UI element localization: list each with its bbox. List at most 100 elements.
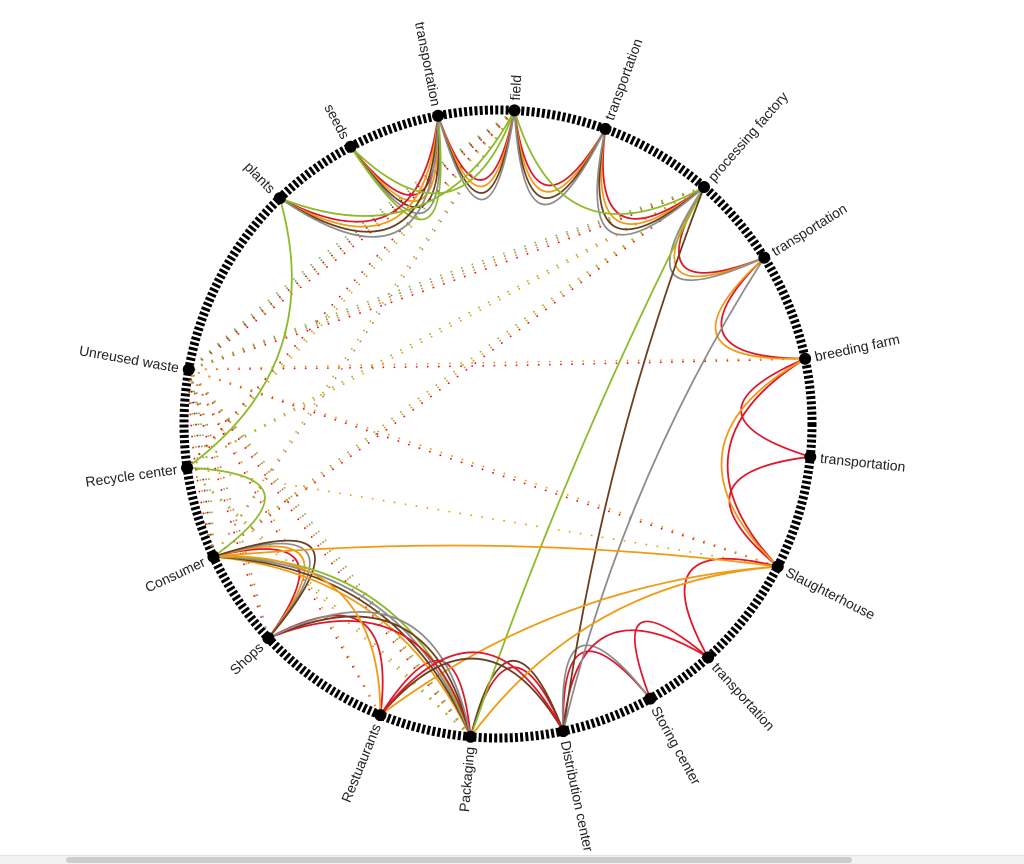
link-slaughterhouse-to-transportation-4-red — [683, 558, 778, 658]
waste-link-slaughterhouse-to-recycle-center-orange — [186, 466, 779, 568]
node-transportation-4[interactable] — [702, 651, 715, 664]
label-restaurants: Restuaurants — [338, 721, 384, 804]
waste-link-consumer-to-unreused-waste-green — [187, 368, 215, 558]
label-distribution-center: Distribution center — [558, 739, 597, 853]
link-slaughterhouse-to-packaging-orange — [469, 565, 778, 738]
link-packaging-to-shops-gray — [267, 611, 472, 737]
label-transportation-2: transportation — [768, 200, 849, 259]
link-transportation-3-to-slaughterhouse-red — [728, 455, 811, 568]
waste-link-slaughterhouse-to-unreused-waste-orange — [187, 368, 779, 568]
node-slaughterhouse[interactable] — [771, 560, 784, 573]
waste-link-consumer-to-unreused-waste-gray — [187, 368, 215, 558]
link-field-to-transportation-1-red — [513, 110, 607, 187]
link-distribution-center-to-restaurants-brown — [379, 657, 565, 732]
node-transportation-0[interactable] — [432, 109, 445, 122]
waste-link-processing-factory-to-consumer-orange — [212, 186, 705, 558]
link-processing-factory-to-transportation-2-gray — [668, 186, 765, 281]
link-plants-to-transportation-0-gray — [279, 115, 439, 238]
link-processing-factory-to-distribution-center-brown — [562, 186, 705, 732]
link-field-to-processing-factory-green — [513, 110, 705, 215]
link-distribution-center-to-packaging-brown — [469, 659, 565, 738]
node-field[interactable] — [508, 104, 521, 117]
link-shops-to-consumer-red — [213, 548, 301, 639]
link-packaging-to-shops-red — [268, 619, 472, 738]
label-transportation-3: transportation — [819, 450, 906, 475]
link-field-to-transportation-1-brown — [513, 110, 607, 199]
link-plants-to-field-green — [279, 110, 516, 217]
label-plants: plants — [241, 158, 278, 196]
link-packaging-to-consumer-brown — [213, 555, 472, 738]
label-transportation-4: transportation — [709, 659, 778, 733]
node-packaging[interactable] — [464, 730, 477, 743]
link-distribution-center-to-restaurants-red — [379, 651, 565, 732]
node-transportation-3[interactable] — [804, 450, 817, 463]
link-distribution-center-to-packaging-red — [469, 666, 565, 738]
waste-link-field-to-unreused-waste-green — [187, 109, 516, 371]
node-seeds[interactable] — [344, 140, 357, 153]
waste-link-restaurants-to-unreused-waste-red — [187, 368, 382, 717]
link-restaurants-to-consumer-orange — [213, 555, 382, 716]
link-processing-factory-to-packaging-green — [469, 186, 705, 738]
waste-link-field-to-unreused-waste-orange — [187, 109, 516, 371]
link-transportation-1-to-processing-factory-brown — [598, 128, 705, 231]
label-processing-factory: processing factory — [704, 88, 791, 184]
link-packaging-to-shops-brown — [267, 615, 472, 738]
node-unreused-waste[interactable] — [182, 363, 195, 376]
node-storing-center[interactable] — [644, 692, 657, 705]
node-transportation-2[interactable] — [758, 251, 771, 264]
node-restaurants[interactable] — [374, 709, 387, 722]
label-consumer: Consumer — [142, 553, 208, 595]
label-recycle-center: Recycle center — [84, 461, 178, 490]
link-shops-to-consumer-orange — [213, 545, 306, 639]
waste-link-field-to-unreused-waste-red — [187, 109, 516, 371]
node-shops[interactable] — [262, 632, 275, 645]
node-recycle-center[interactable] — [181, 461, 194, 474]
node-breeding-farm[interactable] — [799, 352, 812, 365]
link-packaging-to-consumer-gray — [213, 555, 472, 738]
link-seeds-to-transportation-0-green — [349, 115, 442, 221]
waste-link-consumer-to-unreused-waste-orange — [187, 368, 215, 558]
link-transportation-0-to-field-red — [437, 110, 516, 181]
node-processing-factory[interactable] — [698, 181, 711, 194]
link-processing-factory-to-transportation-2-red — [678, 186, 765, 274]
link-field-to-transportation-1-gray — [513, 110, 607, 206]
link-packaging-to-consumer-orange — [213, 555, 472, 738]
label-packaging: Packaging — [456, 746, 478, 813]
link-breeding-farm-to-transportation-3-red — [740, 357, 811, 458]
link-transportation-0-to-field-gray — [437, 110, 516, 201]
waste-link-field-to-recycle-center-orange — [186, 109, 516, 469]
waste-link-consumer-to-unreused-waste-brown — [187, 368, 215, 558]
waste-link-field-to-recycle-center-red — [186, 109, 516, 469]
node-distribution-center[interactable] — [557, 725, 570, 738]
waste-link-packaging-to-unreused-waste-orange — [187, 368, 472, 738]
label-field: field — [507, 74, 524, 100]
link-transportation-1-to-processing-factory-red — [602, 128, 705, 220]
waste-link-shops-to-unreused-waste-orange — [187, 368, 270, 640]
waste-link-restaurants-to-unreused-waste-orange — [187, 368, 382, 717]
waste-link-consumer-to-unreused-waste-red — [187, 368, 215, 558]
node-transportation-1[interactable] — [599, 122, 612, 135]
link-shops-to-consumer-gray — [213, 542, 311, 639]
link-slaughterhouse-to-restaurants-orange — [379, 565, 778, 716]
node-plants[interactable] — [273, 192, 286, 205]
horizontal-scrollbar-thumb[interactable] — [66, 857, 852, 863]
link-breeding-farm-to-slaughterhouse-red — [726, 357, 806, 568]
label-transportation-1: transportation — [601, 36, 645, 122]
link-slaughterhouse-to-consumer-orange — [213, 544, 778, 568]
link-transportation-1-to-processing-factory-gray — [596, 128, 705, 236]
node-consumer[interactable] — [207, 550, 220, 563]
link-transportation-1-to-processing-factory-orange — [600, 128, 705, 225]
waste-link-packaging-to-unreused-waste-green — [187, 368, 472, 738]
waste-link-packaging-to-unreused-waste-gray — [187, 368, 472, 738]
link-consumer-to-recycle-center-green — [187, 466, 266, 558]
waste-link-packaging-to-unreused-waste-red — [187, 368, 472, 738]
waste-link-shops-to-unreused-waste-gray — [187, 368, 270, 640]
link-transportation-4-to-storing-center-red — [633, 620, 709, 699]
link-transportation-2-to-distribution-center-gray — [562, 257, 766, 732]
link-transportation-2-to-breeding-farm-red — [720, 256, 806, 360]
link-plants-to-transportation-0-orange — [279, 115, 439, 228]
waste-link-field-to-recycle-center-green — [186, 109, 516, 469]
link-recycle-center-to-plants-green — [186, 197, 293, 469]
label-storing-center: Storing center — [648, 703, 704, 787]
